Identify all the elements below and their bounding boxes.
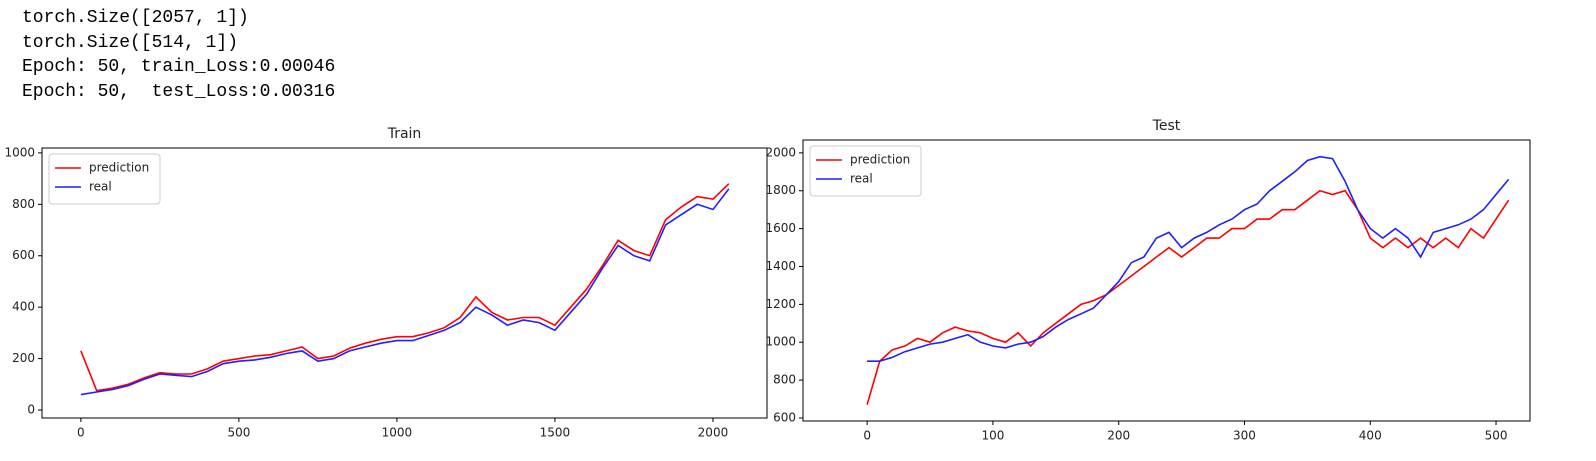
output-line: Epoch: 50, train_Loss:0.00046 bbox=[22, 57, 336, 77]
series-line bbox=[80, 183, 730, 392]
series-line bbox=[80, 188, 730, 396]
y-tick-label: 1000 bbox=[765, 335, 796, 349]
series-line bbox=[867, 155, 1510, 362]
y-tick-label: 1400 bbox=[765, 259, 796, 273]
output-line: torch.Size([514, 1]) bbox=[22, 32, 239, 53]
output-line: Epoch: 50, test_Loss:0.00316 bbox=[22, 81, 336, 102]
y-tick-label: 400 bbox=[12, 300, 35, 314]
x-tick-label: 500 bbox=[227, 426, 250, 440]
y-tick-label: 800 bbox=[773, 373, 796, 387]
y-tick-label: 600 bbox=[12, 248, 35, 262]
y-tick-label: 1600 bbox=[765, 221, 796, 235]
legend-box bbox=[48, 153, 161, 205]
x-tick-label: 100 bbox=[981, 429, 1004, 443]
text-output: torch.Size([2057, 1]) torch.Size([514, 1… bbox=[22, 6, 335, 104]
legend-label: prediction bbox=[89, 161, 149, 175]
y-tick-label: 2000 bbox=[765, 145, 796, 159]
x-tick-label: 0 bbox=[77, 426, 85, 440]
plot-frame bbox=[802, 139, 1531, 422]
legend-box bbox=[809, 145, 922, 197]
x-tick-label: 400 bbox=[1359, 429, 1382, 443]
legend-label: real bbox=[850, 172, 873, 186]
chart-title: Test bbox=[1152, 118, 1181, 134]
output-line: torch.Size([2057, 1]) bbox=[22, 8, 249, 28]
y-tick-label: 800 bbox=[12, 197, 35, 211]
chart: Train 0 500 1000 1500 2000 0 200 400 600 800 1000 pr… bbox=[4, 126, 768, 440]
x-tick-label: 2000 bbox=[698, 426, 729, 440]
plot-frame bbox=[41, 147, 768, 419]
legend-label: prediction bbox=[850, 153, 910, 167]
x-tick-label: 0 bbox=[863, 429, 871, 443]
y-tick-label: 1000 bbox=[4, 145, 35, 159]
y-tick-label: 0 bbox=[27, 403, 35, 417]
legend-label: real bbox=[89, 180, 112, 194]
chart: Test 0 100 200 300 400 500 600 800 1000 1200 1400 16… bbox=[765, 118, 1531, 443]
x-tick-label: 1000 bbox=[382, 426, 413, 440]
x-tick-label: 500 bbox=[1485, 429, 1508, 443]
series-line bbox=[866, 189, 1510, 405]
y-tick-label: 1800 bbox=[765, 183, 796, 197]
chart-title: Train bbox=[387, 126, 422, 142]
x-tick-label: 300 bbox=[1233, 429, 1256, 443]
y-tick-label: 200 bbox=[12, 351, 35, 365]
x-tick-label: 1500 bbox=[540, 426, 571, 440]
y-tick-label: 600 bbox=[773, 410, 796, 424]
x-tick-label: 200 bbox=[1107, 429, 1130, 443]
y-tick-label: 1200 bbox=[765, 297, 796, 311]
